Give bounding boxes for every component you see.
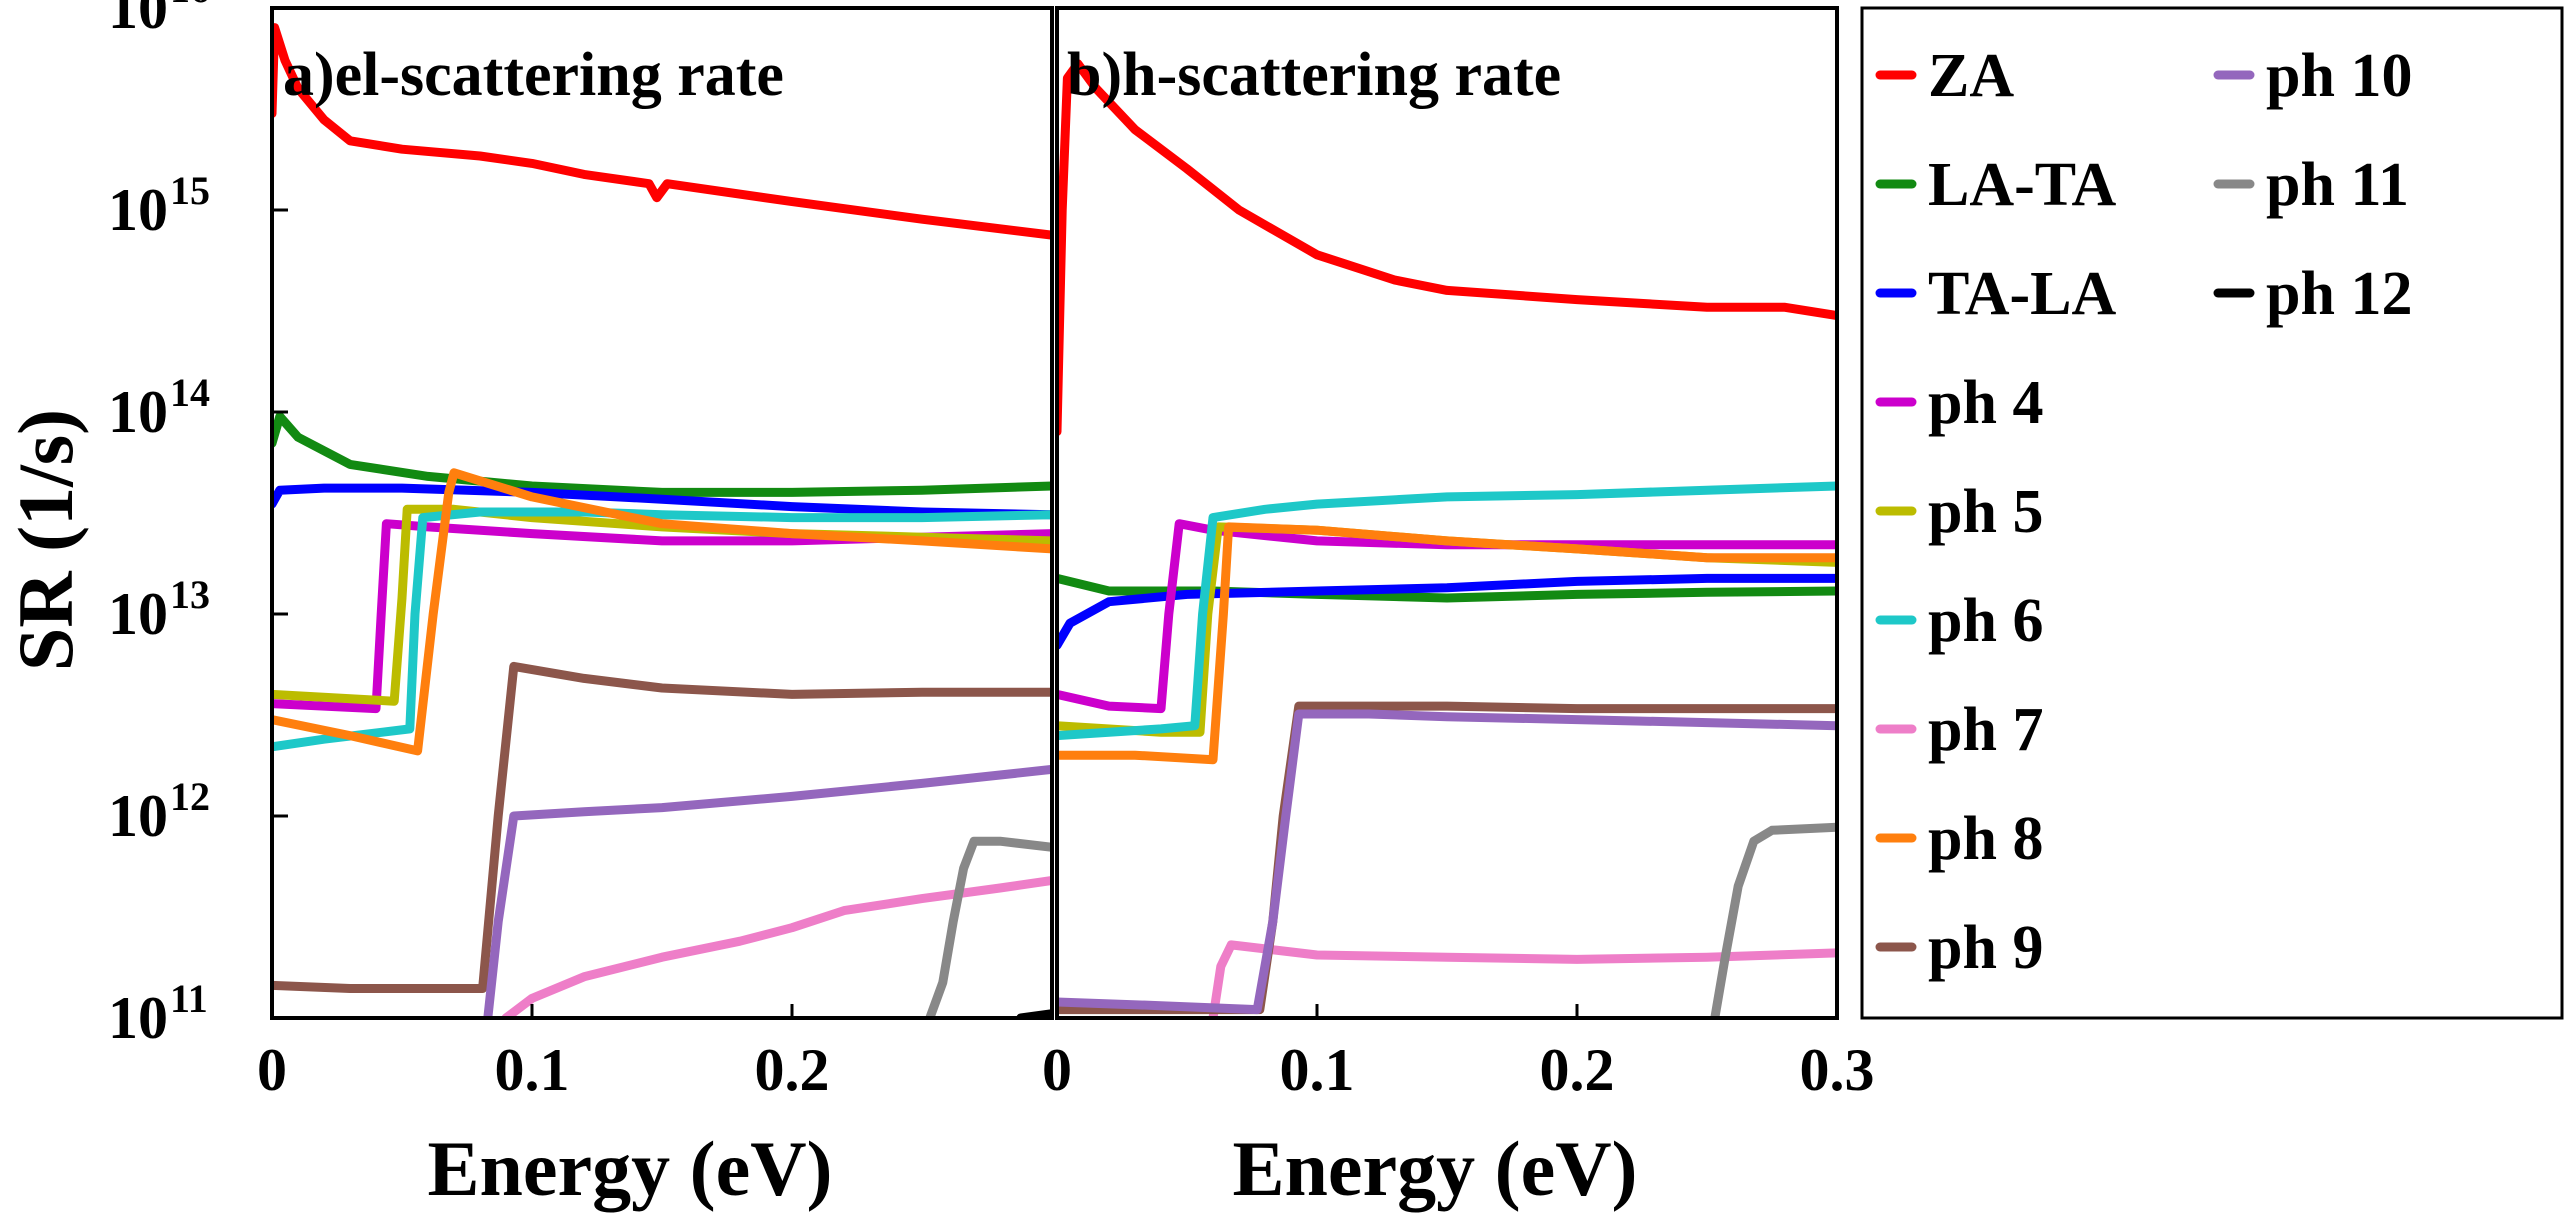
legend-entry-ph-5: ph 5: [1875, 478, 2043, 546]
x-tick-label-panel-b: 0: [1042, 1037, 1072, 1103]
y-axis-label: SR (1/s): [2, 409, 89, 671]
legend-entry-ph-6: ph 6: [1875, 587, 2043, 655]
x-tick-label-panel-a: 0: [257, 1037, 287, 1103]
legend-entry-ph-9: ph 9: [1875, 914, 2043, 982]
legend: ZA LA-TA TA-LA ph 4 ph 5 ph 6 ph 7 ph 8 ph 9 ph 1…: [1860, 6, 2564, 1020]
series-line-ph-4-panel-b: [1057, 519, 1837, 714]
y-tick-exponent: 16: [170, 0, 210, 11]
legend-label-ph-9: ph 9: [1928, 914, 2043, 982]
legend-entry-ph-8: ph 8: [1875, 805, 2043, 873]
y-tick-label: 10: [108, 985, 168, 1051]
legend-entry-ph-11: ph 11: [2213, 151, 2409, 219]
series-line-ph-4-panel-a: [272, 519, 1052, 714]
legend-entry-ph-4: ph 4: [1875, 369, 2043, 437]
series-line-ph-9-panel-a: [272, 661, 1052, 993]
x-axis-label-panel-b: Energy (eV): [1232, 1125, 1637, 1212]
x-tick-label-panel-b: 0.1: [1280, 1037, 1355, 1103]
legend-label-ph-12: ph 12: [2266, 260, 2412, 328]
legend-entry-la-ta: LA-TA: [1875, 151, 2117, 219]
legend-label-ph-8: ph 8: [1928, 805, 2043, 873]
panel-a-series: [272, 23, 1052, 1018]
legend-entry-ph-7: ph 7: [1875, 696, 2043, 764]
legend-entry-za: ZA: [1875, 42, 2014, 110]
x-tick-label-panel-a: 0.1: [495, 1037, 570, 1103]
series-line-ph-7-panel-a: [501, 875, 1052, 1018]
x-axis-label-panel-a: Energy (eV): [427, 1125, 832, 1212]
legend-entry-ph-10: ph 10: [2213, 42, 2412, 110]
y-tick-exponent: 12: [170, 774, 210, 819]
panel-a-title: a)el-scattering rate: [283, 41, 784, 109]
legend-label-ph-7: ph 7: [1928, 696, 2043, 764]
legend-entry-ta-la: TA-LA: [1875, 260, 2117, 328]
legend-label-ph-6: ph 6: [1928, 587, 2043, 655]
legend-frame: [1860, 6, 2564, 1020]
panel-a-frame: [270, 6, 1054, 1020]
series-line-ph-6-panel-b: [1057, 481, 1837, 741]
panel-b-frame: [1055, 6, 1839, 1020]
x-tick-label-panel-b: 0.2: [1540, 1037, 1615, 1103]
y-axis-ticks: 101110121013101410151016: [108, 0, 288, 1051]
y-tick-exponent: 14: [170, 370, 210, 415]
panel-b-series: [1057, 59, 1837, 1018]
series-line-ph-10-panel-a: [483, 764, 1052, 1018]
y-tick-label: 10: [108, 379, 168, 445]
y-tick-exponent: 15: [170, 168, 210, 213]
legend-label-za: ZA: [1928, 42, 2014, 110]
series-line-ta-la-panel-b: [1057, 573, 1837, 650]
series-line-ph-8-panel-a: [272, 468, 1052, 756]
panel-b-hole-scattering: 0 0.1 0.2 0.3 b)h-scattering rate: [1042, 6, 1875, 1103]
series-line-la-ta-panel-b: [1057, 573, 1837, 603]
series-line-ph-6-panel-a: [272, 507, 1052, 752]
series-line-ph-10-panel-b: [1057, 709, 1837, 1015]
legend-label-ph-5: ph 5: [1928, 478, 2043, 546]
legend-label-la-ta: LA-TA: [1928, 151, 2117, 219]
x-tick-label-panel-b: 0.3: [1800, 1037, 1875, 1103]
series-line-za-panel-b: [1057, 59, 1837, 437]
x-tick-label-panel-a: 0.2: [755, 1037, 830, 1103]
series-line-ph-11-panel-b: [1710, 822, 1837, 1018]
series-line-ph-7-panel-b: [1208, 940, 1837, 1018]
y-tick-exponent: 13: [170, 572, 210, 617]
panel-b-title: b)h-scattering rate: [1067, 41, 1561, 109]
y-tick-label: 10: [108, 783, 168, 849]
panel-b-x-ticks: 0 0.1 0.2 0.3: [1042, 1004, 1875, 1103]
y-tick-exponent: 11: [170, 976, 208, 1021]
series-line-ph-8-panel-b: [1057, 522, 1837, 765]
y-tick-label: 10: [108, 0, 168, 41]
y-tick-label: 10: [108, 581, 168, 647]
series-line-la-ta-panel-a: [272, 412, 1052, 497]
legend-label-ta-la: TA-LA: [1928, 260, 2117, 328]
panel-a-electron-scattering: 0 0.1 0.2 a)el-scattering rate: [257, 6, 1054, 1103]
y-tick-label: 10: [108, 177, 168, 243]
legend-label-ph-10: ph 10: [2266, 42, 2412, 110]
legend-entries: ZA LA-TA TA-LA ph 4 ph 5 ph 6 ph 7 ph 8 ph 9 ph 1…: [1875, 42, 2412, 982]
series-line-ph-11-panel-a: [925, 836, 1052, 1018]
legend-label-ph-4: ph 4: [1928, 369, 2043, 437]
panel-a-x-ticks: 0 0.1 0.2: [257, 1004, 830, 1103]
series-line-za-panel-a: [272, 23, 1052, 240]
legend-entry-ph-12: ph 12: [2213, 260, 2412, 328]
legend-label-ph-11: ph 11: [2266, 151, 2409, 219]
